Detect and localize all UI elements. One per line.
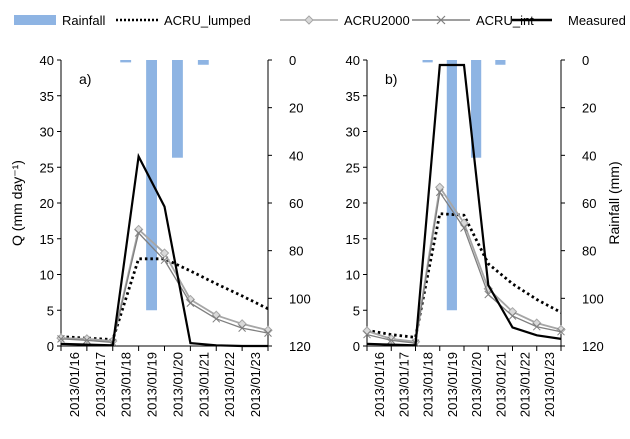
- series-acru-int-point: [57, 334, 65, 343]
- rainfall-bar: [146, 60, 157, 311]
- y-axis-title-right: Rainfall (mm): [606, 161, 622, 244]
- x-tick-label: 2013/01/16: [372, 352, 387, 417]
- right-tick-label: 120: [582, 339, 604, 354]
- right-tick-label: 100: [582, 291, 604, 306]
- series-acru-int-point: [557, 327, 565, 336]
- series-acru-int-point: [532, 322, 541, 331]
- rainfall-bar: [422, 60, 433, 63]
- legend-label-acru2000: ACRU2000: [344, 13, 410, 28]
- panel-label: b): [385, 71, 397, 87]
- series-measured-line: [60, 152, 268, 348]
- rainfall-bar: [197, 60, 209, 65]
- legend-label-lumped: ACRU_lumped: [164, 13, 251, 28]
- series-acru-lumped-line: [60, 257, 269, 342]
- left-tick-label: 25: [346, 160, 360, 175]
- left-tick-label: 40: [346, 53, 360, 68]
- series-acru-int-point: [508, 312, 517, 320]
- legend-label-int: ACRU_int: [476, 13, 534, 28]
- x-tick-label: 2013/01/19: [145, 352, 160, 417]
- left-tick-label: 20: [40, 196, 54, 211]
- series-acru2000-point: [82, 334, 92, 344]
- legend: Rainfall ACRU_lumped ACRU2000 ACRU_int Measu…: [14, 13, 626, 28]
- left-tick-label: 0: [47, 339, 54, 354]
- series-acru2000-line: [366, 184, 562, 343]
- series-acru-int-point: [238, 324, 246, 332]
- left-tick-label: 15: [346, 232, 360, 247]
- x-tick-label: 2013/01/22: [518, 352, 533, 417]
- right-tick-label: 60: [582, 196, 596, 211]
- series-acru-int-point: [186, 299, 195, 307]
- legend-swatch-rainfall: [14, 15, 56, 25]
- x-tick-label: 2013/01/21: [493, 352, 508, 417]
- right-tick-label: 0: [289, 53, 296, 68]
- series-acru-int-point: [160, 256, 169, 265]
- x-tick-label: 2013/01/22: [222, 352, 237, 417]
- series-acru2000-line: [60, 227, 269, 342]
- series-acru-int-point: [212, 314, 221, 323]
- rainfall-bar: [495, 60, 506, 65]
- series-acru-int-point: [83, 336, 91, 345]
- x-tick-label: 2013/01/19: [445, 352, 460, 417]
- left-tick-label: 25: [40, 160, 54, 175]
- legend-label-rainfall: Rainfall: [62, 13, 105, 28]
- panel-a: 0 5 10 15 20 25 30 35 40 0 20 40 60 80 100 120 2013/01/1…: [9, 53, 311, 417]
- right-tick-label: 40: [289, 148, 303, 163]
- series-acru-int-point: [435, 188, 444, 197]
- left-tick-label: 0: [353, 339, 360, 354]
- legend-marker-diamond: [304, 15, 314, 25]
- x-tick-label: 2013/01/17: [93, 352, 108, 417]
- right-tick-label: 100: [289, 291, 311, 306]
- right-tick-label: 120: [289, 339, 311, 354]
- right-tick-label: 80: [582, 244, 596, 259]
- right-tick-label: 40: [582, 148, 596, 163]
- x-tick-label: 2013/01/17: [396, 352, 411, 417]
- right-tick-label: 20: [582, 101, 596, 116]
- left-tick-label: 5: [353, 303, 360, 318]
- left-tick-label: 35: [40, 89, 54, 104]
- legend-label-measured: Measured: [568, 13, 626, 28]
- left-tick-label: 30: [346, 125, 360, 140]
- right-tick-label: 20: [289, 101, 303, 116]
- x-tick-label: 2013/01/21: [196, 352, 211, 417]
- x-tick-label: 2013/01/23: [248, 352, 263, 417]
- x-tick-label: 2013/01/18: [119, 352, 134, 417]
- series-acru-lumped-line: [366, 212, 562, 339]
- series-acru2000-point: [159, 248, 170, 258]
- left-tick-label: 40: [40, 53, 54, 68]
- rainfall-bar: [471, 60, 482, 158]
- series-acru-int-point: [387, 336, 396, 345]
- left-tick-label: 30: [40, 125, 54, 140]
- right-tick-label: 80: [289, 244, 303, 259]
- right-tick-label: 60: [289, 196, 303, 211]
- series-acru-int-point: [264, 329, 272, 337]
- series-measured-line: [366, 63, 562, 347]
- series-acru-int-point: [363, 330, 371, 339]
- left-tick-label: 10: [346, 268, 360, 283]
- series-acru2000-point: [362, 326, 372, 336]
- left-tick-label: 35: [346, 89, 360, 104]
- rainfall-bar: [446, 60, 457, 311]
- y-axis-title-left: Q (mm day⁻¹): [9, 160, 25, 246]
- left-tick-label: 20: [346, 196, 360, 211]
- series-acru-int-point: [484, 290, 493, 299]
- legend-marker-cross: [436, 15, 446, 25]
- rainfall-bar: [120, 60, 132, 63]
- x-tick-label: 2013/01/23: [542, 352, 557, 417]
- x-tick-label: 2013/01/20: [469, 352, 484, 417]
- x-tick-label: 2013/01/16: [67, 352, 82, 417]
- left-tick-label: 10: [40, 268, 54, 283]
- series-acru-int-point: [460, 224, 468, 232]
- left-tick-label: 5: [47, 303, 54, 318]
- rainfall-bar: [172, 60, 183, 158]
- panel-label: a): [79, 71, 91, 87]
- x-tick-label: 2013/01/18: [421, 352, 436, 417]
- left-tick-label: 15: [40, 232, 54, 247]
- right-tick-label: 0: [582, 53, 589, 68]
- x-tick-label: 2013/01/20: [170, 352, 185, 417]
- series-acru2000-point: [56, 333, 66, 343]
- series-acru-int-point: [134, 229, 143, 237]
- panel-b: 0 5 10 15 20 25 30 35 40 0 20 40 60 80 100 120 2013/01/1…: [346, 53, 622, 417]
